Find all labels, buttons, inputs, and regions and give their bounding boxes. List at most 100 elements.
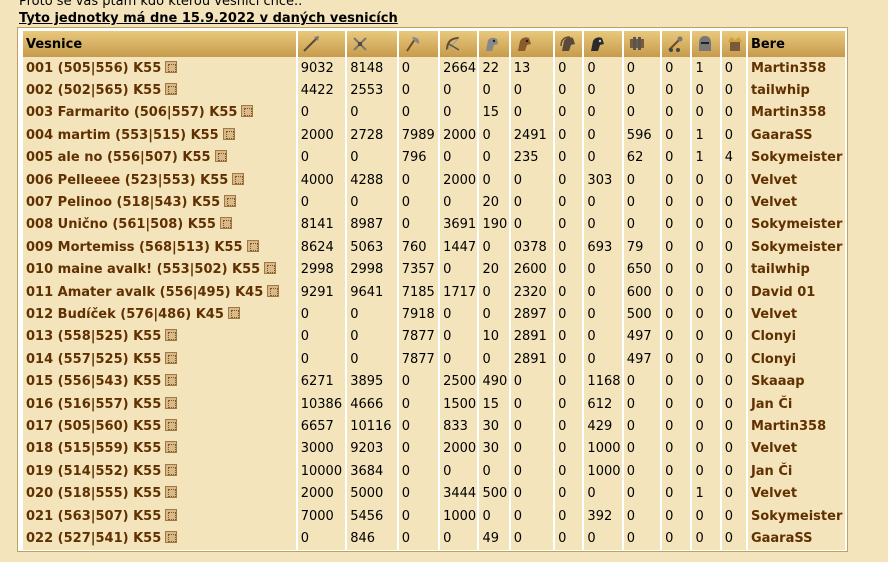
village-link[interactable]: 007 Pelinoo (518|543) K55 (26, 195, 221, 211)
map-icon[interactable] (165, 486, 178, 499)
map-icon[interactable] (227, 306, 240, 319)
unit-count-cell: 0 (347, 191, 397, 214)
player-link[interactable]: Sokymeister (750, 217, 843, 233)
village-link[interactable]: 009 Mortemiss (568|513) K55 (26, 239, 243, 255)
village-link[interactable]: 021 (563|507) K55 (26, 508, 162, 524)
player-link[interactable]: GaaraSS (750, 530, 813, 546)
player-link[interactable]: Clonyi (750, 329, 797, 345)
unit-count-cell: 8141 (297, 213, 346, 237)
player-column-header[interactable]: Bere (747, 31, 845, 57)
map-icon[interactable] (165, 508, 178, 521)
unit-count-cell: 796 (398, 146, 439, 169)
unit-count-cell: 0 (297, 348, 346, 371)
player-link[interactable]: Clonyi (750, 351, 797, 367)
player-link[interactable]: David 01 (750, 284, 816, 300)
unit-count-cell: 0 (555, 101, 583, 125)
player-link[interactable]: GaaraSS (750, 127, 813, 143)
unit-count-cell: 0 (662, 101, 691, 125)
unit-count-cell: 0 (347, 101, 397, 125)
map-icon[interactable] (232, 172, 245, 185)
village-link[interactable]: 003 Farmarito (506|557) K55 (26, 105, 238, 121)
unit-count-cell: 0 (692, 370, 720, 393)
unit-header-axe (398, 31, 439, 57)
village-link[interactable]: 006 Pelleeee (523|553) K55 (26, 172, 229, 188)
village-link[interactable]: 014 (557|525) K55 (26, 351, 162, 367)
unit-count-cell: 7000 (297, 504, 346, 528)
player-link[interactable]: Jan Či (750, 396, 793, 412)
map-icon[interactable] (165, 418, 178, 431)
map-icon[interactable] (222, 127, 235, 140)
map-icon[interactable] (267, 284, 280, 297)
player-link[interactable]: Velvet (750, 441, 798, 457)
map-icon[interactable] (214, 150, 227, 163)
player-link[interactable]: Sokymeister (750, 508, 843, 524)
map-icon[interactable] (165, 329, 178, 342)
unit-count-cell: 0 (692, 236, 720, 259)
map-icon[interactable] (165, 530, 178, 543)
map-icon[interactable] (241, 105, 254, 118)
map-icon[interactable] (165, 396, 178, 409)
village-link[interactable]: 011 Amater avalk (556|495) K45 (26, 284, 264, 300)
unit-count-cell: 0 (721, 392, 746, 416)
unit-count-cell: 9203 (347, 437, 397, 461)
village-link[interactable]: 018 (515|559) K55 (26, 441, 162, 457)
village-link[interactable]: 008 Unično (561|508) K55 (26, 217, 216, 233)
unit-count-cell: 0 (721, 348, 746, 371)
player-link[interactable]: Velvet (750, 486, 798, 502)
unit-count-cell: 0 (398, 392, 439, 416)
player-link[interactable]: Martin358 (750, 105, 827, 121)
map-icon[interactable] (264, 262, 277, 275)
unit-count-cell: 30 (479, 415, 509, 438)
village-link[interactable]: 004 martim (553|515) K55 (26, 127, 219, 143)
village-link[interactable]: 020 (518|555) K55 (26, 486, 162, 502)
player-link[interactable]: tailwhip (750, 262, 810, 278)
map-icon[interactable] (165, 83, 178, 96)
village-link[interactable]: 013 (558|525) K55 (26, 329, 162, 345)
player-link[interactable]: Sokymeister (750, 239, 843, 255)
unit-count-cell: 190 (479, 213, 509, 237)
village-link[interactable]: 002 (502|565) K55 (26, 83, 162, 99)
unit-count-cell: 4288 (347, 168, 397, 192)
player-link[interactable]: tailwhip (750, 83, 810, 99)
player-link[interactable]: Skaaap (750, 374, 805, 390)
unit-count-cell: 0 (623, 527, 661, 550)
unit-count-cell: 0 (440, 527, 478, 550)
archer-icon (446, 37, 460, 51)
village-link[interactable]: 016 (516|557) K55 (26, 396, 162, 412)
map-icon[interactable] (165, 351, 178, 364)
map-icon[interactable] (219, 217, 232, 230)
unit-count-cell: 0 (297, 527, 346, 550)
village-link[interactable]: 022 (527|541) K55 (26, 530, 162, 546)
player-link[interactable]: Sokymeister (750, 150, 843, 166)
player-link[interactable]: Velvet (750, 195, 798, 211)
unit-count-cell: 1500 (440, 392, 478, 416)
village-link[interactable]: 017 (505|560) K55 (26, 418, 162, 434)
player-link[interactable]: Jan Či (750, 463, 793, 479)
unit-count-cell: 0 (555, 280, 583, 304)
unit-count-cell: 0 (721, 168, 746, 192)
map-icon[interactable] (165, 463, 178, 476)
unit-count-cell: 0 (662, 415, 691, 438)
map-icon[interactable] (224, 195, 237, 208)
village-link[interactable]: 015 (556|543) K55 (26, 374, 162, 390)
map-icon[interactable] (246, 239, 259, 252)
unit-count-cell: 0 (692, 504, 720, 528)
village-link[interactable]: 001 (505|556) K55 (26, 60, 162, 76)
player-link[interactable]: Martin358 (750, 60, 827, 76)
village-cell: 007 Pelinoo (518|543) K55 (23, 191, 296, 214)
player-link[interactable]: Velvet (750, 306, 798, 322)
village-link[interactable]: 005 ale no (556|507) K55 (26, 150, 211, 166)
map-icon[interactable] (165, 374, 178, 387)
village-link[interactable]: 010 maine avalk! (553|502) K55 (26, 262, 261, 278)
village-cell: 012 Budíček (576|486) K45 (23, 303, 296, 326)
unit-count-cell: 0 (623, 79, 661, 102)
village-link[interactable]: 019 (514|552) K55 (26, 463, 162, 479)
village-link[interactable]: 012 Budíček (576|486) K45 (26, 306, 224, 322)
map-icon[interactable] (165, 60, 178, 73)
player-link[interactable]: Martin358 (750, 418, 827, 434)
village-column-header[interactable]: Vesnice (23, 31, 296, 57)
unit-count-cell: 0 (510, 191, 554, 214)
map-icon[interactable] (165, 441, 178, 454)
player-link[interactable]: Velvet (750, 172, 798, 188)
unit-header-ram (623, 31, 661, 57)
